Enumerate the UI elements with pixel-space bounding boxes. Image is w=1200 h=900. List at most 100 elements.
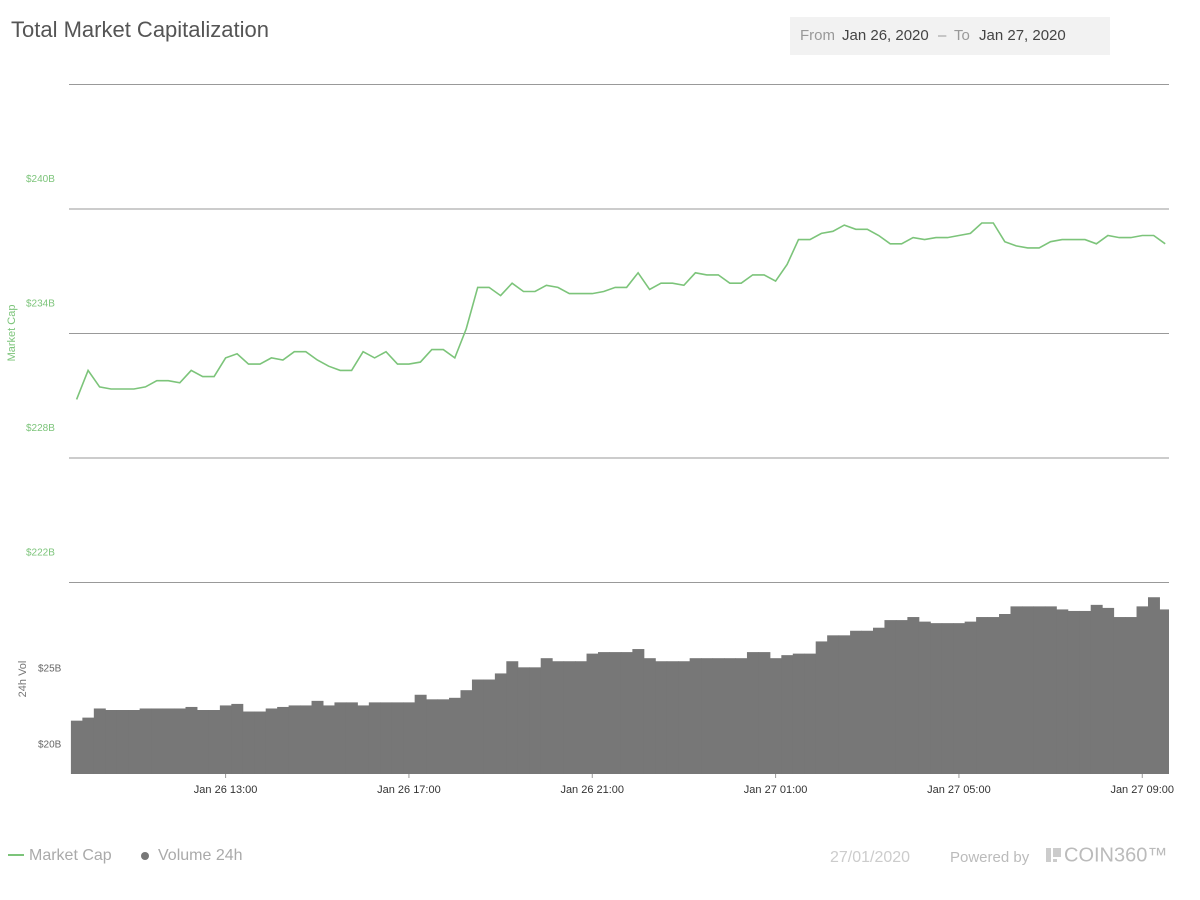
footer-date: 27/01/2020: [830, 849, 910, 866]
bar: [632, 649, 645, 774]
bar: [70, 720, 83, 774]
bar: [506, 661, 519, 774]
bar: [105, 710, 118, 774]
bar: [540, 658, 553, 774]
y-tick-label: $240B: [26, 174, 55, 185]
bar: [575, 661, 588, 774]
bar: [1113, 617, 1126, 774]
bar: [288, 705, 301, 774]
bar: [82, 717, 95, 774]
bar: [724, 658, 736, 774]
bar: [1044, 606, 1057, 774]
bar: [769, 658, 782, 774]
y-axis-title: Market Cap: [6, 305, 18, 362]
bar: [380, 702, 393, 774]
range-separator: –: [938, 27, 947, 44]
bar: [930, 623, 943, 774]
bar: [116, 710, 129, 774]
bar: [712, 658, 725, 774]
legend-label[interactable]: Market Cap: [29, 847, 112, 864]
bar: [643, 658, 656, 774]
bar: [1033, 606, 1046, 774]
bar: [162, 708, 175, 774]
bar: [895, 620, 908, 774]
bar: [884, 620, 897, 774]
bar: [174, 708, 186, 774]
bar: [139, 708, 152, 774]
bar: [1067, 610, 1080, 774]
bar: [953, 623, 966, 774]
powered-by: Powered by: [950, 849, 1030, 866]
bar: [128, 710, 141, 774]
bar: [1021, 606, 1034, 774]
bar: [300, 705, 313, 774]
logo-mark: [1053, 848, 1061, 857]
bar: [1136, 606, 1149, 774]
bar: [529, 667, 542, 774]
bar: [701, 658, 714, 774]
chart-title: Total Market Capitalization: [11, 17, 269, 42]
bar: [357, 705, 370, 774]
bar: [976, 617, 989, 774]
bar: [735, 658, 748, 774]
bar: [311, 700, 324, 774]
bar: [907, 617, 920, 774]
bar: [277, 706, 290, 774]
bar: [254, 711, 267, 774]
bar: [872, 627, 885, 774]
bar: [426, 699, 439, 774]
bar: [368, 702, 381, 774]
bar: [242, 711, 255, 774]
brand: COIN360™: [1064, 844, 1167, 866]
x-tick-label: Jan 27 01:00: [744, 784, 808, 796]
bar: [494, 673, 507, 774]
bar: [655, 661, 668, 774]
y-tick-label: $234B: [26, 299, 55, 310]
bar: [792, 653, 805, 774]
bar: [586, 653, 599, 774]
x-tick-label: Jan 26 17:00: [377, 784, 441, 796]
bar: [196, 710, 209, 774]
bar: [1125, 617, 1138, 774]
bar: [597, 652, 610, 774]
bar: [219, 705, 232, 774]
line-series: [75, 222, 1166, 400]
bar: [517, 667, 530, 774]
bar: [1147, 597, 1160, 774]
bar: [437, 699, 450, 774]
date-range-box[interactable]: [790, 17, 1110, 55]
bar: [1102, 607, 1115, 774]
bar: [804, 653, 817, 774]
bar: [1079, 610, 1092, 774]
bar: [861, 630, 874, 774]
bar: [746, 652, 759, 774]
bar: [403, 702, 416, 774]
bar: [391, 702, 404, 774]
from-date[interactable]: Jan 26, 2020: [842, 27, 929, 44]
y-tick-label: $222B: [26, 548, 55, 559]
logo-mark: [1053, 859, 1057, 862]
bar: [231, 703, 244, 774]
legend-label[interactable]: Volume 24h: [158, 847, 243, 864]
to-label: To: [954, 27, 970, 44]
bar: [471, 679, 484, 774]
bar: [815, 641, 828, 774]
bar: [334, 702, 347, 774]
bar: [345, 702, 358, 774]
bar: [999, 614, 1011, 774]
bar: [185, 706, 198, 774]
bar: [850, 630, 863, 774]
bar: [93, 708, 106, 774]
bar: [838, 635, 851, 774]
y-tick-label: $25B: [38, 663, 62, 674]
legend-dot-swatch: [141, 852, 149, 860]
bar: [1090, 604, 1103, 774]
x-tick-label: Jan 27 09:00: [1110, 784, 1174, 796]
bar: [1056, 609, 1069, 774]
bar: [964, 621, 977, 774]
y-tick-label: $228B: [26, 423, 55, 434]
from-label: From: [800, 27, 835, 44]
bar: [552, 661, 565, 774]
logo-mark: [1046, 848, 1051, 862]
to-date[interactable]: Jan 27, 2020: [979, 27, 1066, 44]
